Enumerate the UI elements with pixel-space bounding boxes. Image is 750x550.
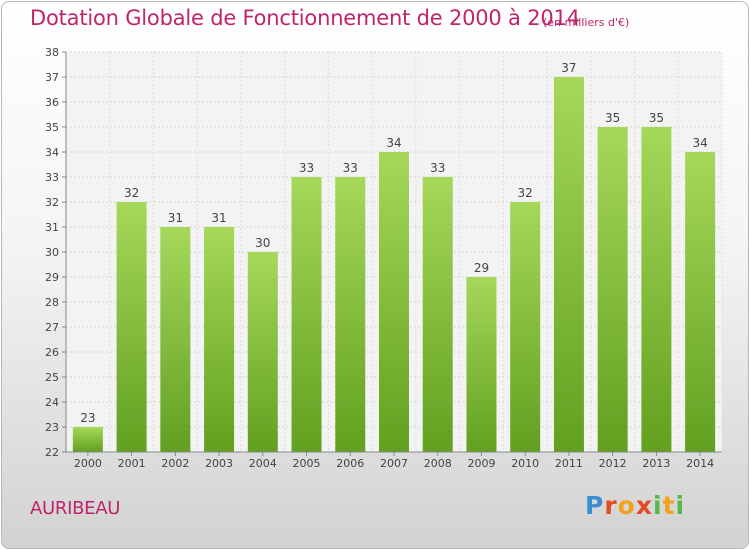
y-tick-label: 24 <box>45 396 59 409</box>
y-tick-label: 36 <box>45 96 59 109</box>
bar-2013 <box>641 127 672 452</box>
brand-letter: t <box>662 491 676 520</box>
y-tick-label: 34 <box>45 146 59 159</box>
data-label: 31 <box>211 211 226 225</box>
data-label: 31 <box>168 211 183 225</box>
bar-2003 <box>204 227 235 452</box>
x-tick-label: 2006 <box>336 457 364 470</box>
data-label: 34 <box>386 136 401 150</box>
data-label: 33 <box>343 161 358 175</box>
brand-letter: i <box>675 491 686 520</box>
brand-letter: P <box>585 491 605 520</box>
y-tick-label: 25 <box>45 371 59 384</box>
bar-2012 <box>597 127 628 452</box>
bar-2000 <box>72 427 103 452</box>
x-tick-label: 2001 <box>118 457 146 470</box>
x-tick-label: 2000 <box>74 457 102 470</box>
data-label: 32 <box>518 186 533 200</box>
x-tick-label: 2007 <box>380 457 408 470</box>
y-tick-label: 26 <box>45 346 59 359</box>
bar-2006 <box>335 177 366 452</box>
chart-subtitle: (en milliers d'€) <box>543 16 630 29</box>
brand-letter: o <box>617 491 636 520</box>
brand-letter: r <box>604 491 618 520</box>
bar-2009 <box>466 277 497 452</box>
data-label: 32 <box>124 186 139 200</box>
place-name: AURIBEAU <box>30 498 121 519</box>
x-tick-label: 2010 <box>511 457 539 470</box>
data-label: 35 <box>605 111 620 125</box>
brand-letter: i <box>653 491 663 520</box>
y-tick-label: 33 <box>45 171 59 184</box>
data-label: 37 <box>561 61 576 75</box>
y-tick-label: 27 <box>45 321 59 334</box>
y-tick-label: 22 <box>45 446 59 459</box>
x-tick-label: 2011 <box>555 457 583 470</box>
bar-2010 <box>510 202 541 452</box>
x-tick-label: 2009 <box>467 457 495 470</box>
bar-2001 <box>116 202 147 452</box>
data-label: 34 <box>692 136 707 150</box>
x-tick-label: 2014 <box>686 457 714 470</box>
brand-letter: x <box>635 491 653 520</box>
y-tick-label: 28 <box>45 296 59 309</box>
y-tick-label: 35 <box>45 121 59 134</box>
data-label: 33 <box>299 161 314 175</box>
data-label: 33 <box>430 161 445 175</box>
x-tick-label: 2012 <box>599 457 627 470</box>
y-tick-label: 30 <box>45 246 59 259</box>
bar-2007 <box>379 152 409 452</box>
x-tick-label: 2002 <box>161 457 189 470</box>
y-tick-label: 31 <box>45 221 59 234</box>
x-tick-label: 2004 <box>249 457 277 470</box>
brand-logo: Proxiti <box>585 491 685 520</box>
data-label: 23 <box>80 411 95 425</box>
y-tick-label: 37 <box>45 71 59 84</box>
bar-2005 <box>291 177 322 452</box>
x-tick-label: 2003 <box>205 457 233 470</box>
bar-2008 <box>422 177 453 452</box>
x-tick-label: 2005 <box>293 457 321 470</box>
chart-title: Dotation Globale de Fonctionnement de 20… <box>30 6 580 30</box>
y-tick-label: 38 <box>45 46 59 59</box>
y-tick-label: 23 <box>45 421 59 434</box>
x-tick-label: 2008 <box>424 457 452 470</box>
bar-2002 <box>160 227 191 452</box>
bar-2011 <box>553 77 584 452</box>
y-tick-label: 29 <box>45 271 59 284</box>
data-label: 30 <box>255 236 270 250</box>
bar-2014 <box>685 152 716 452</box>
x-tick-label: 2013 <box>642 457 670 470</box>
y-tick-label: 32 <box>45 196 59 209</box>
data-label: 35 <box>649 111 664 125</box>
data-label: 29 <box>474 261 489 275</box>
bar-2004 <box>247 252 278 452</box>
